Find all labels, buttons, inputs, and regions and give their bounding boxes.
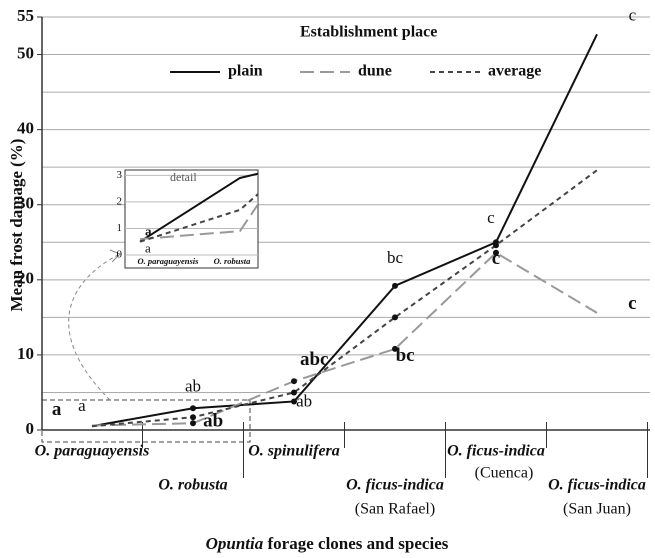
significance-label: abc: [300, 349, 329, 370]
x-tick-label: O. robusta: [158, 477, 227, 494]
series-line: [91, 251, 598, 427]
inset-x-tick-label: O. paraguayensis: [138, 256, 200, 266]
inset-frame: [124, 169, 259, 269]
point: [493, 242, 499, 249]
y-tick-label: 10: [17, 344, 34, 363]
significance-label: c: [492, 248, 500, 269]
point: [190, 414, 196, 421]
x-axis-title-rest: forage clones and species: [263, 534, 448, 553]
y-tick-label: 55: [17, 6, 34, 25]
x-tick-label: O. ficus-indica: [447, 443, 545, 460]
significance-label: ab: [185, 376, 201, 395]
detail-arrow-head: [109, 249, 121, 263]
significance-label: c: [628, 293, 636, 314]
legend-label: dune: [358, 63, 392, 80]
x-tick-label: O. ficus-indica: [548, 477, 646, 494]
significance-label: bc: [396, 345, 415, 366]
inset-y-tick-label: 3: [117, 169, 123, 181]
x-axis-title-italic: Opuntia: [206, 534, 264, 553]
inset-x-tick-label: O. robusta: [214, 256, 252, 266]
y-tick-label: 40: [17, 119, 34, 138]
point: [291, 398, 297, 405]
point: [392, 345, 398, 352]
significance-label: bc: [387, 248, 404, 267]
y-tick-label: 0: [26, 419, 35, 438]
series-line: [139, 172, 258, 243]
inset-title: detail: [170, 170, 197, 184]
detail-arrow: [68, 254, 119, 401]
point: [291, 389, 297, 396]
x-tick-label: O. spinulifera: [248, 443, 340, 460]
series-line: [139, 202, 258, 241]
y-tick-label: 50: [17, 43, 34, 62]
inset-significance-label: a: [145, 241, 151, 256]
point: [190, 420, 196, 427]
x-tick-label: O. paraguayensis: [35, 443, 150, 460]
series-line: [91, 33, 598, 428]
y-tick-label: 20: [17, 269, 34, 288]
point: [392, 314, 398, 321]
inset-significance-label: a: [145, 223, 152, 238]
point: [493, 249, 499, 256]
inset-plot: [139, 172, 258, 243]
x-tick-label: (San Rafael): [355, 501, 435, 518]
point: [392, 282, 398, 289]
significance-label: c: [487, 208, 495, 227]
inset-y-tick-label: 0: [117, 249, 123, 261]
series-line: [91, 169, 598, 428]
legend-label: plain: [228, 63, 263, 80]
x-axis-title: Opuntia forage clones and species: [206, 534, 449, 553]
point: [190, 405, 196, 412]
y-tick-label: 30: [17, 194, 34, 213]
x-tick-label: O. ficus-indica: [346, 477, 444, 494]
y-axis-title: Mean frost damage (%): [7, 139, 26, 312]
point: [291, 378, 297, 385]
inset-y-tick-label: 1: [117, 222, 123, 234]
significance-label: ab: [296, 391, 312, 410]
significance-label: a: [52, 399, 62, 420]
significance-label: a: [78, 396, 86, 415]
x-tick-label: (Cuenca): [475, 465, 534, 482]
significance-label: c: [629, 5, 637, 24]
significance-label: ab: [203, 410, 223, 431]
detail-box: [41, 399, 251, 443]
x-tick-label: (San Juan): [563, 501, 631, 518]
legend-title: Establishment place: [300, 24, 437, 41]
inset-y-tick-label: 2: [117, 195, 123, 207]
legend-label: average: [488, 63, 541, 80]
